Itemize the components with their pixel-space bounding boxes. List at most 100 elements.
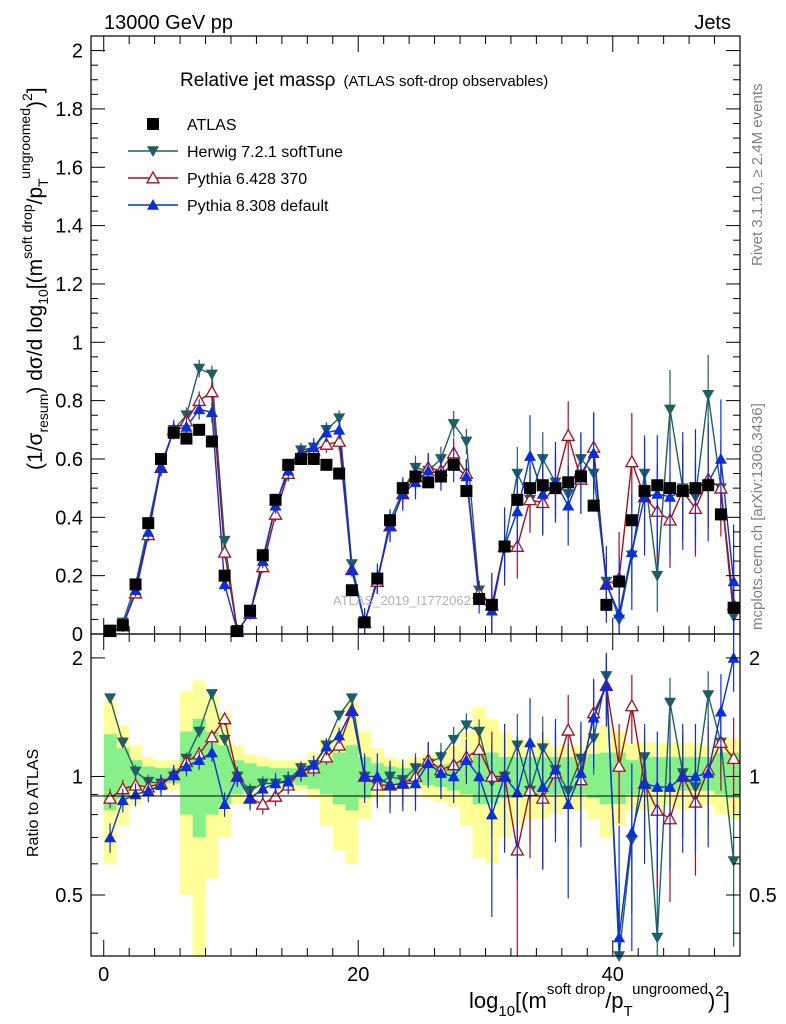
ratio-point [689,770,702,782]
atlas-point [473,592,486,605]
atlas-point [498,540,511,553]
x-tick-label: 0 [98,964,109,986]
ratio-point [727,651,740,663]
ratio-point [345,693,358,705]
ratio-point [587,711,600,723]
atlas-point [167,426,180,439]
atlas-point [282,458,295,471]
ratio-point [193,754,206,765]
atlas-point [129,578,142,591]
data-point [664,490,677,502]
ratio-point [333,729,346,741]
atlas-point [664,482,677,495]
atlas-point [587,499,600,512]
data-point [218,535,231,547]
legend-label: Pythia 8.308 default [187,198,329,215]
atlas-point [600,598,613,611]
y-tick-label: 0.4 [55,507,83,529]
ratio-point [332,737,347,751]
atlas-point [651,479,664,492]
y-tick-label: 1.6 [55,157,83,179]
ratio-point [218,734,231,746]
ratio-point [307,758,320,770]
atlas-point [460,485,473,498]
ratio-point [358,770,371,782]
ratio-point [651,781,664,792]
atlas-point [294,452,307,465]
data-point [727,575,740,587]
y-tick-label: 1.2 [55,274,83,296]
data-point [447,419,460,430]
ratio-y-tick-label: 2 [72,648,83,670]
y-tick-label: 0.8 [55,391,83,413]
atlas-point [371,572,384,585]
ratio-point [142,784,155,796]
atlas-point [154,452,167,465]
atlas-point [714,508,727,521]
data-point [422,464,435,476]
data-point [193,363,206,375]
ratio-plot-frame [90,633,741,957]
main-plot-marks [102,355,741,638]
ratio-point [447,770,460,782]
atlas-point [689,482,702,495]
legend-marker [147,199,159,210]
atlas-point [613,575,626,588]
atlas-point [447,458,460,471]
ratio-point [102,790,118,804]
atlas-point [116,619,129,632]
data-point [624,454,639,468]
ratio-point [651,932,664,944]
legend-marker [145,170,161,184]
header-left: 13000 GeV pp [104,12,233,34]
ratio-point [396,777,409,789]
atlas-point [511,493,524,506]
data-point [702,390,715,401]
band-inner [332,752,346,805]
atlas-point [562,476,575,489]
ratio-point [473,726,486,738]
ratio-point [116,737,129,749]
ratio-point [562,798,575,810]
ratio-point [460,754,473,765]
atlas-point [727,601,740,614]
ratio-y-tick-label: 1 [72,766,83,788]
ratio-point [269,777,282,789]
y-axis-label-main: (1/σresum) dσ/d log10[(msoft drop/pTungr… [17,87,51,470]
data-point [333,423,346,435]
ratio-point [702,690,715,702]
data-point [333,413,346,425]
atlas-point [345,584,358,597]
atlas-point [320,458,333,471]
ratio-point [638,777,651,789]
axis-ticks: 00.20.40.60.811.21.41.61.820 20 400.5 0.51 1… [55,36,777,986]
x-tick-label: 40 [602,964,624,986]
ratio-line [109,657,735,938]
ratio-point [625,826,638,838]
data-point [600,578,613,590]
ratio-point [129,766,142,778]
ratio-point [294,765,307,777]
atlas-point [434,470,447,483]
data-point [460,436,473,448]
data-point [204,384,219,398]
ratio-point [676,770,689,782]
header-right: Jets [694,12,731,34]
data-point [460,470,473,482]
band-inner [345,745,359,811]
ratio-point [714,705,727,717]
atlas-point [536,479,549,492]
ratio-y-tick-label-right: 2 [749,648,760,670]
data-point [180,420,193,432]
y-tick-label: 2 [72,41,83,63]
ratio-point [167,768,180,780]
ratio-y-tick-label: 0.5 [55,885,83,907]
legend-marker [147,118,159,130]
x-axis-label: log10[(msoft drop/pTungroomed)2] [469,981,730,1020]
data-point [319,437,334,450]
data-point [218,578,231,590]
ratio-point [409,777,422,789]
data-point [651,487,664,499]
ratio-point [116,794,129,806]
ratio-point [613,931,626,943]
